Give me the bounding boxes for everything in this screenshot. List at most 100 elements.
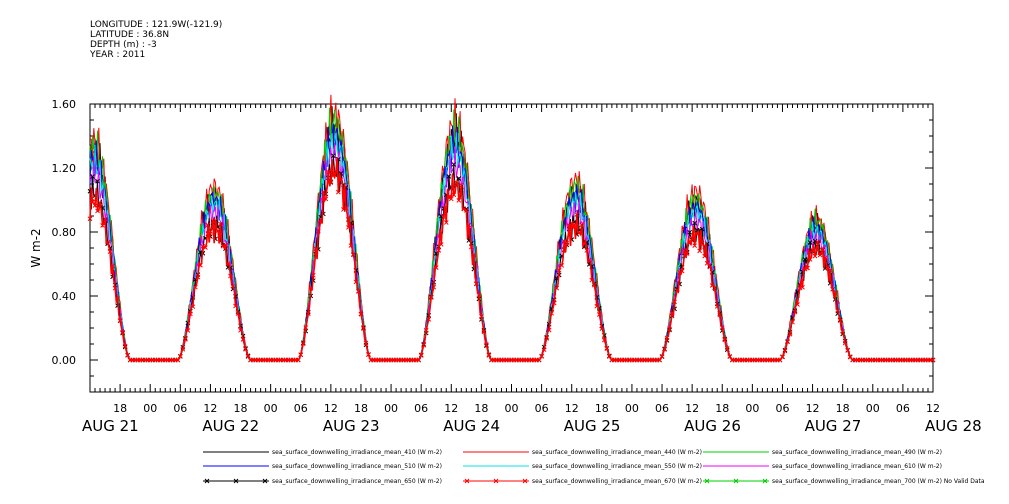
- legend-marker: [493, 478, 499, 484]
- series-marker-7: [310, 272, 316, 278]
- x-tick-label: 06: [535, 402, 549, 415]
- series-marker-7: [544, 336, 549, 341]
- series-marker-7: [366, 352, 371, 357]
- series-marker-7: [795, 302, 800, 307]
- date-label: AUG 25: [564, 417, 621, 435]
- series-marker-7: [574, 212, 580, 217]
- series-marker-7: [328, 179, 334, 184]
- series-marker-7: [594, 303, 600, 309]
- series-marker-7: [606, 354, 612, 359]
- latitude-text: LATITUDE : 36.8N: [90, 30, 170, 40]
- series-marker-7: [702, 253, 708, 259]
- series-marker-7: [175, 357, 181, 363]
- y-tick-label: 1.20: [52, 162, 77, 175]
- series-marker-7: [667, 326, 672, 332]
- series-marker-7: [822, 255, 828, 261]
- series-marker-7: [469, 244, 474, 250]
- series-marker-7: [785, 338, 790, 344]
- x-tick-label: 18: [715, 402, 729, 415]
- series-marker-7: [810, 247, 815, 253]
- x-axis: 18 00 06 12 18 00 06 12 18 00 06 12 18 00 06 12 18 00 06 12…: [82, 104, 982, 435]
- series-marker-7: [205, 222, 211, 228]
- series-marker-7: [198, 262, 203, 268]
- series-marker-7: [193, 284, 198, 290]
- series-marker-7: [235, 311, 241, 316]
- x-tick-label: 18: [113, 402, 127, 415]
- date-label: AUG 22: [202, 417, 259, 435]
- series-marker-7: [122, 343, 128, 349]
- series-marker-7: [336, 189, 341, 195]
- series-marker-7: [325, 169, 331, 175]
- x-tick-label: 00: [866, 402, 880, 415]
- series-marker-7: [188, 311, 193, 317]
- series-marker-7: [546, 327, 552, 333]
- series-marker-7: [213, 218, 218, 223]
- series-marker-7: [225, 261, 231, 267]
- series-marker-7: [223, 242, 228, 248]
- series-marker-7: [805, 265, 810, 271]
- series-marker-6: [692, 220, 698, 226]
- year-text: YEAR : 2011: [90, 50, 146, 60]
- series-marker-7: [679, 268, 685, 274]
- series-marker-7: [461, 206, 467, 212]
- series-marker-7: [102, 216, 108, 222]
- legend-marker: [262, 478, 268, 484]
- y-tick-label: 0.00: [52, 354, 77, 367]
- series-marker-7: [677, 270, 682, 275]
- series-marker-7: [448, 196, 454, 202]
- series-marker-7: [780, 354, 785, 360]
- series-marker-7: [591, 282, 597, 288]
- plot-area: [87, 94, 936, 363]
- series-marker-7: [100, 223, 105, 228]
- series-marker-7: [361, 326, 366, 332]
- series-marker-7: [712, 285, 718, 291]
- series-marker-7: [215, 228, 221, 234]
- x-tick-label: 18: [234, 402, 248, 415]
- series-marker-7: [303, 325, 309, 330]
- series-marker-7: [830, 286, 835, 292]
- series-marker-7: [105, 239, 110, 245]
- series-marker-7: [443, 220, 449, 225]
- series-marker-7: [674, 287, 680, 293]
- series-marker-7: [474, 281, 479, 286]
- series-marker-7: [110, 263, 115, 269]
- series-marker-7: [719, 325, 725, 331]
- series-marker-7: [792, 309, 798, 315]
- legend-marker: [204, 478, 210, 484]
- series-marker-7: [245, 354, 251, 359]
- x-tick-label: 06: [173, 402, 187, 415]
- legend-marker: [704, 478, 710, 484]
- series-marker-7: [694, 231, 700, 237]
- x-tick-label: 18: [836, 402, 850, 415]
- series-marker-7: [353, 279, 359, 285]
- series-marker-7: [323, 196, 329, 202]
- series-marker-7: [599, 326, 605, 332]
- series-marker-7: [930, 357, 936, 363]
- series-marker-7: [787, 331, 793, 337]
- legend-entry-label: sea_surface_downwelling_irradiance_mean_…: [272, 449, 442, 456]
- series-marker-7: [697, 248, 703, 254]
- series-marker-6: [812, 238, 818, 244]
- series-marker-7: [200, 243, 206, 249]
- x-tick-label: 00: [745, 402, 759, 415]
- legend-entry-label: sea_surface_downwelling_irradiance_mean_…: [772, 478, 985, 485]
- legend-marker: [733, 478, 739, 484]
- series-marker-7: [115, 296, 120, 301]
- date-label: AUG 27: [805, 417, 862, 435]
- series-marker-7: [556, 267, 562, 273]
- x-tick-label: 12: [324, 402, 338, 415]
- series-marker-7: [320, 189, 326, 195]
- x-tick-label: 12: [444, 402, 458, 415]
- series-marker-7: [315, 228, 321, 234]
- series-marker-7: [484, 342, 489, 347]
- series-marker-7: [451, 192, 457, 198]
- series-marker-7: [657, 357, 662, 363]
- series-marker-7: [456, 198, 462, 203]
- x-tick-label: 12: [685, 402, 699, 415]
- x-tick-label: 12: [565, 402, 579, 415]
- series-marker-6: [331, 153, 336, 159]
- series-marker-7: [230, 283, 236, 289]
- date-label: AUG 28: [925, 417, 982, 435]
- series-marker-7: [208, 229, 213, 234]
- x-tick-label: 00: [625, 402, 639, 415]
